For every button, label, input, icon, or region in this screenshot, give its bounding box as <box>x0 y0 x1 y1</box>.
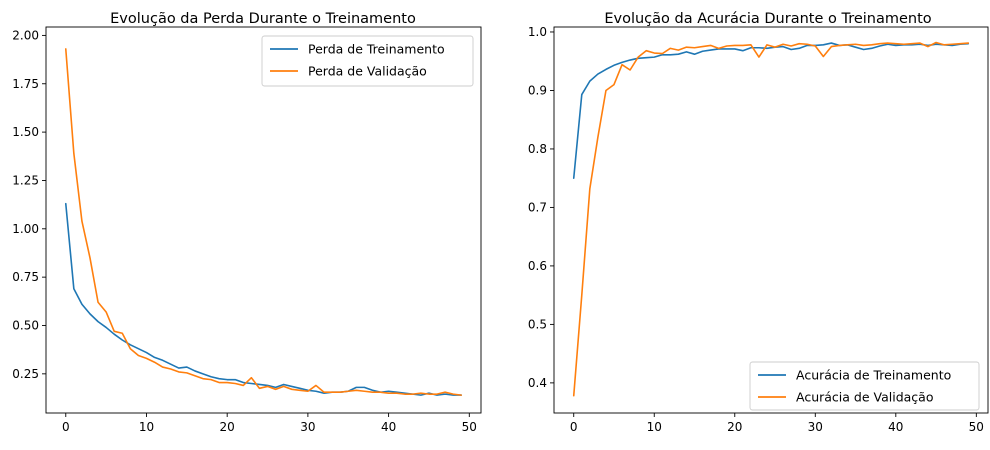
loss-y-tick-label-5: 1.50 <box>12 125 39 139</box>
accuracy-legend-box <box>749 361 980 411</box>
loss-chart-marks <box>64 48 463 396</box>
loss-chart: Evolução da Perda Durante o Treinamento … <box>12 11 482 434</box>
accuracy-x-tick-label-3: 30 <box>808 420 823 434</box>
accuracy-legend-label-1: Acurácia de Validação <box>796 390 933 405</box>
loss-chart-title: Evolução da Perda Durante o Treinamento <box>110 11 416 27</box>
loss-y-tick-label-2: 0.75 <box>12 270 39 284</box>
accuracy-chart-ticks: 0 10 20 30 40 50 0.4 0.5 0.6 0.7 0.8 0.9 1.0 <box>528 25 984 434</box>
loss-x-tick-label-0: 0 <box>62 420 70 434</box>
loss-legend-label-1: Perda de Validação <box>308 64 427 79</box>
accuracy-y-tick-label-5: 0.9 <box>528 83 547 97</box>
loss-legend-box <box>261 35 474 87</box>
loss-chart-frame <box>45 26 482 414</box>
loss-y-tick-label-4: 1.25 <box>12 173 39 187</box>
loss-legend-label-0: Perda de Treinamento <box>308 42 445 57</box>
loss-y-tick-label-7: 2.00 <box>12 28 39 42</box>
loss-x-tick-label-2: 20 <box>220 420 235 434</box>
accuracy-chart-frame <box>553 26 989 414</box>
accuracy-series-line-1 <box>572 41 970 397</box>
loss-y-tick-label-3: 1.00 <box>12 222 39 236</box>
accuracy-x-tick-label-0: 0 <box>570 420 578 434</box>
accuracy-x-tick-label-4: 40 <box>888 420 903 434</box>
loss-y-tick-label-0: 0.25 <box>12 367 39 381</box>
loss-x-tick-label-4: 40 <box>381 420 396 434</box>
loss-x-tick-label-5: 50 <box>462 420 477 434</box>
accuracy-chart-legend: Acurácia de Treinamento Acurácia de Valid… <box>749 361 980 411</box>
loss-chart-legend: Perda de Treinamento Perda de Validação <box>261 35 474 87</box>
accuracy-x-tick-label-5: 50 <box>969 420 984 434</box>
loss-chart-ticks: 0 10 20 30 40 50 0.25 0.50 0.75 1.00 1.25 1.50 1.75 2… <box>12 28 477 434</box>
loss-series-line-0 <box>64 202 463 396</box>
accuracy-legend-label-0: Acurácia de Treinamento <box>796 368 951 383</box>
loss-x-tick-label-3: 30 <box>300 420 315 434</box>
loss-x-tick-label-1: 10 <box>139 420 154 434</box>
accuracy-y-tick-label-6: 1.0 <box>528 25 547 39</box>
accuracy-chart: Evolução da Acurácia Durante o Treinamen… <box>528 11 989 434</box>
loss-series-line-1 <box>64 48 463 396</box>
loss-y-tick-label-6: 1.75 <box>12 77 39 91</box>
accuracy-y-tick-label-2: 0.6 <box>528 259 547 273</box>
accuracy-y-tick-label-4: 0.8 <box>528 142 547 156</box>
loss-y-tick-label-1: 0.50 <box>12 318 39 332</box>
accuracy-y-tick-label-1: 0.5 <box>528 317 547 331</box>
accuracy-y-tick-label-3: 0.7 <box>528 200 547 214</box>
accuracy-x-tick-label-1: 10 <box>647 420 662 434</box>
accuracy-chart-marks <box>572 41 970 397</box>
accuracy-chart-title: Evolução da Acurácia Durante o Treinamen… <box>604 11 931 27</box>
accuracy-x-tick-label-2: 20 <box>727 420 742 434</box>
accuracy-y-tick-label-0: 0.4 <box>528 376 547 390</box>
